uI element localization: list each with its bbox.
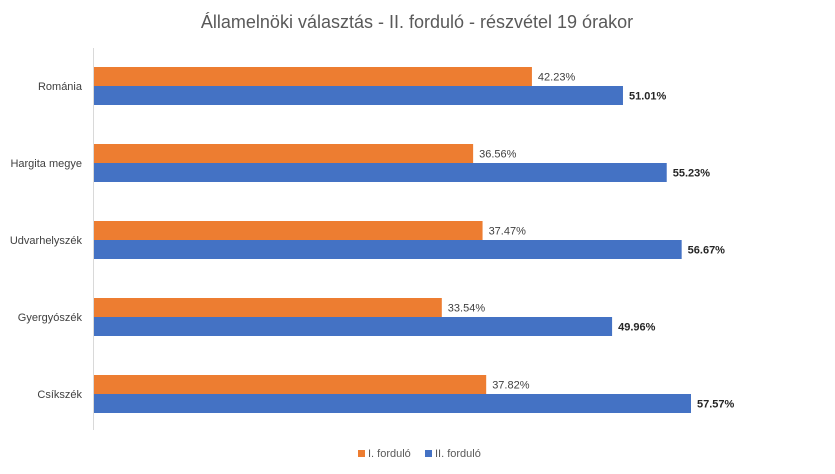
bar [94,221,483,240]
category-label: Udvarhelyszék [10,235,83,247]
data-label: 51.01% [629,91,667,103]
bar [94,375,487,394]
category-labels: Románia Hargita megye Udvarhelyszék Gyergyó… [10,81,83,401]
data-label: 33.54% [448,303,486,315]
bar [94,163,667,182]
data-label: 42.23% [538,72,576,84]
bar [94,240,682,259]
chart-title: Államelnöki választás - II. forduló - ré… [201,12,633,32]
data-label: 36.56% [479,149,517,161]
data-label: 56.67% [688,245,726,257]
legend-swatch [358,450,365,457]
data-label: 57.57% [697,399,735,411]
data-label: 37.82% [492,380,530,392]
category-label: Románia [38,81,83,93]
category-label: Gyergyószék [18,312,83,324]
legend: I. forduló II. forduló [358,448,481,460]
bar [94,86,623,105]
legend-label: I. forduló [368,448,411,460]
bars [94,67,692,413]
bar [94,144,474,163]
legend-label: II. forduló [435,448,481,460]
data-label: 37.47% [489,226,527,238]
category-label: Csíkszék [37,389,82,401]
bar [94,67,532,86]
legend-swatch [425,450,432,457]
bar [94,394,692,413]
data-label: 49.96% [618,322,656,334]
data-label: 55.23% [673,168,711,180]
category-label: Hargita megye [10,158,82,170]
bar [94,298,442,317]
bar [94,317,613,336]
data-labels: 42.23% 51.01% 36.56% 55.23% 37.47% 56.67% 33.5… [448,72,735,411]
